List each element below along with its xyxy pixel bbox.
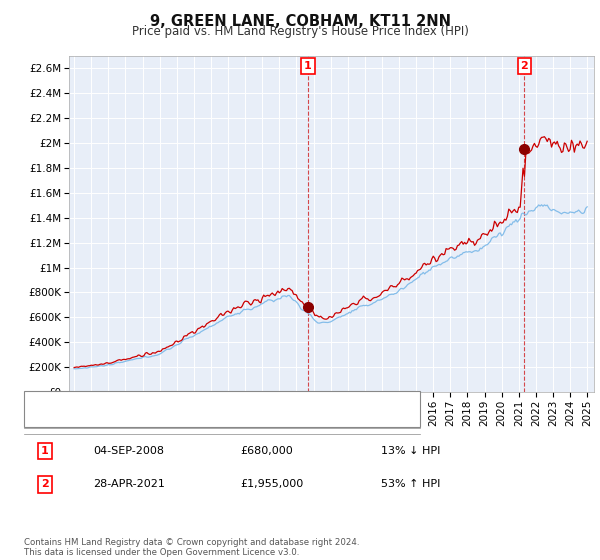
Text: Price paid vs. HM Land Registry's House Price Index (HPI): Price paid vs. HM Land Registry's House … [131, 25, 469, 38]
Text: 28-APR-2021: 28-APR-2021 [93, 479, 165, 489]
Text: £1,955,000: £1,955,000 [240, 479, 303, 489]
Text: 2: 2 [41, 479, 49, 489]
Text: —: — [39, 410, 53, 424]
Text: 1: 1 [304, 61, 312, 71]
Text: 04-SEP-2008: 04-SEP-2008 [93, 446, 164, 456]
Text: HPI: Average price, detached house, Elmbridge: HPI: Average price, detached house, Elmb… [63, 412, 309, 422]
Text: 13% ↓ HPI: 13% ↓ HPI [381, 446, 440, 456]
Text: 1: 1 [41, 446, 49, 456]
Text: 53% ↑ HPI: 53% ↑ HPI [381, 479, 440, 489]
Text: 9, GREEN LANE, COBHAM, KT11 2NN: 9, GREEN LANE, COBHAM, KT11 2NN [149, 14, 451, 29]
Text: 9, GREEN LANE, COBHAM, KT11 2NN (detached house): 9, GREEN LANE, COBHAM, KT11 2NN (detache… [63, 397, 349, 407]
Text: 2: 2 [521, 61, 528, 71]
Text: Contains HM Land Registry data © Crown copyright and database right 2024.
This d: Contains HM Land Registry data © Crown c… [24, 538, 359, 557]
Text: £680,000: £680,000 [240, 446, 293, 456]
Text: —: — [39, 395, 53, 409]
